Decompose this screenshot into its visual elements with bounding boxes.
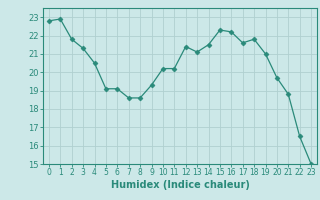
X-axis label: Humidex (Indice chaleur): Humidex (Indice chaleur) <box>111 180 249 190</box>
